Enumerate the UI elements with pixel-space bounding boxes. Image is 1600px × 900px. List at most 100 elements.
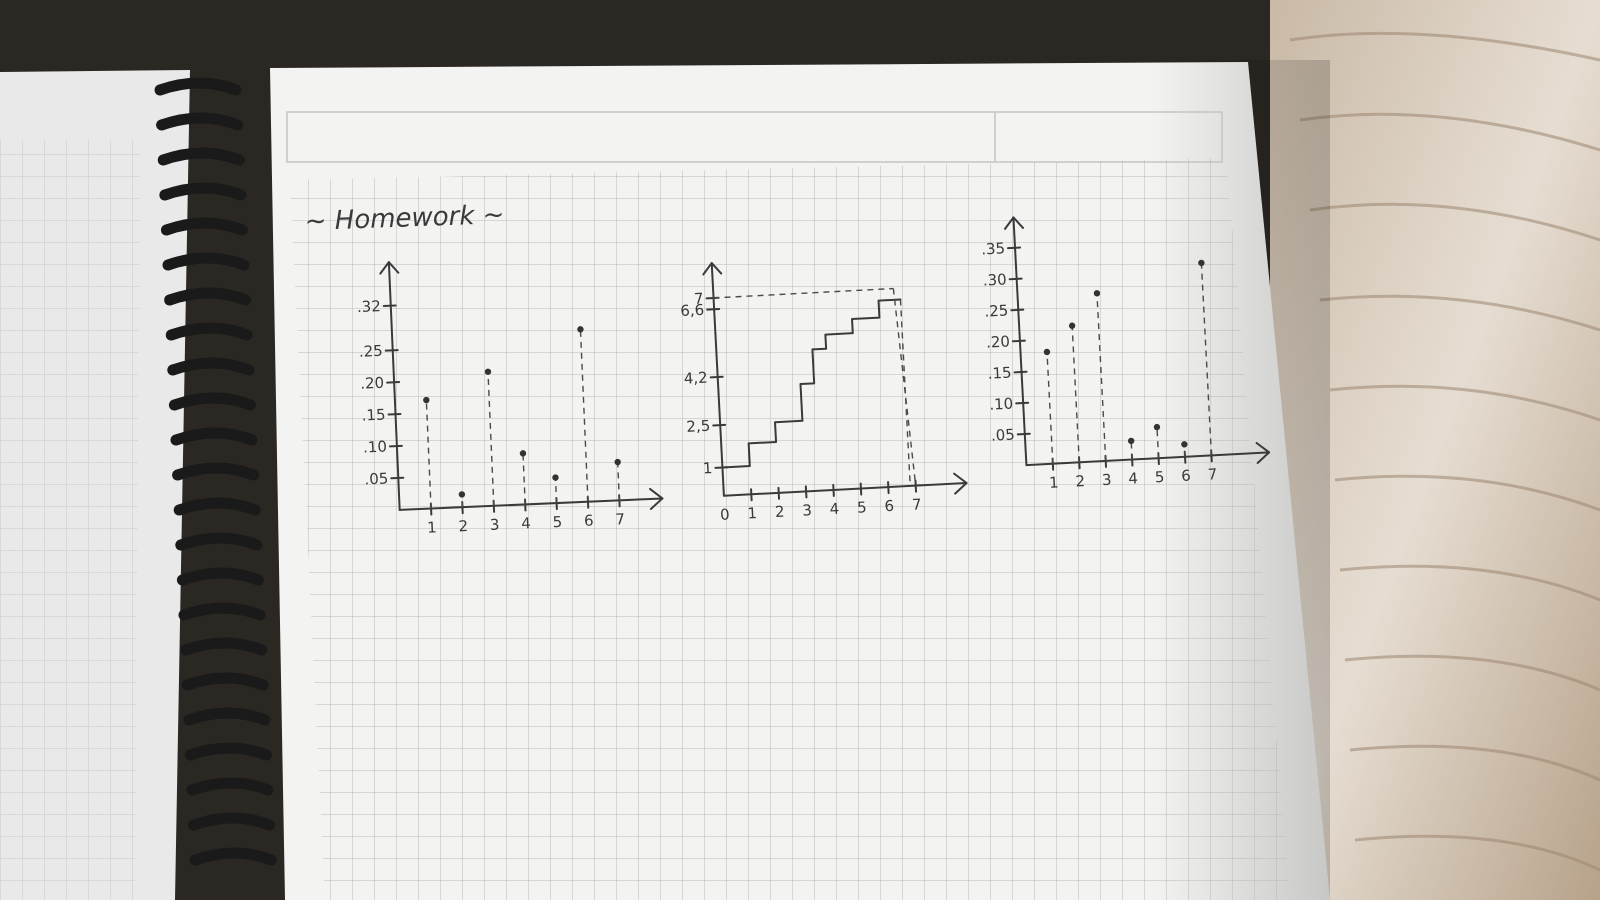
chart1-y-arrow: [379, 261, 400, 275]
spiral-coil: [160, 217, 248, 236]
spiral-coil: [183, 707, 271, 726]
chart3-stem: [1183, 444, 1186, 457]
chart1-point: [484, 368, 492, 375]
chart3-y-tick-label: .25: [984, 301, 1009, 320]
page-grid: [290, 158, 1290, 900]
spiral-coil: [175, 532, 263, 551]
spiral-binding: [154, 77, 277, 866]
chart2-x-tick: [914, 479, 918, 493]
spiral-coil: [176, 567, 264, 586]
chart1-y-axis: [387, 261, 401, 511]
chart1-point: [458, 491, 466, 498]
chart3-y-tick: [1008, 277, 1023, 281]
chart1-y-tick: [386, 381, 401, 384]
chart3-y-tick: [1016, 432, 1031, 436]
spiral-coil: [157, 147, 245, 166]
spiral-coil: [159, 182, 247, 201]
chart3-y-arrow: [1004, 216, 1025, 230]
chart-1-stem-plot: .05 .10 .15 .20 .25 .32 1 2 3 4 5 6 7: [357, 261, 664, 537]
chart-2-step-plot: 12,54,26,670 1 2 3 4 5 6 7: [680, 262, 968, 524]
chart1-y-tick-label: .32: [357, 297, 382, 316]
page-header-box: [286, 111, 1223, 163]
chart3-point: [1068, 322, 1076, 329]
chart1-stem: [522, 453, 526, 505]
spiral-coil: [168, 392, 256, 411]
chart1-point: [423, 396, 430, 404]
spiral-coil: [184, 742, 272, 761]
chart3-y-tick-label: .10: [989, 395, 1014, 414]
chart3-point: [1181, 441, 1188, 448]
chart2-x-tick: [859, 482, 863, 496]
spiral-coil: [167, 357, 255, 376]
chart2-x-tick-label: 2: [774, 503, 784, 521]
chart3-stem: [1046, 351, 1054, 464]
chart1-y-tick: [388, 444, 403, 448]
page-title: ~ Homework ~: [304, 200, 505, 237]
chart2-x-tick-label: 1: [747, 504, 757, 522]
chart1-x-tick-label: 4: [521, 514, 531, 532]
chart2-x-tick-label: 7: [911, 495, 921, 513]
chart1-point: [552, 474, 559, 481]
chart1-stem: [487, 371, 495, 506]
chart1-y-tick: [390, 476, 405, 480]
chart2-step-line: [721, 298, 902, 469]
chart1-point: [519, 450, 527, 457]
chart2-x-tick: [887, 481, 890, 495]
chart2-x-tick: [750, 488, 753, 502]
chart3-point: [1043, 348, 1051, 356]
chart1-x-arrow: [649, 487, 664, 510]
chart1-y-tick-label: .10: [363, 438, 388, 457]
chart1-y-tick-label: .20: [360, 374, 385, 393]
chart2-x-tick: [832, 483, 835, 497]
chart2-x-arrow: [953, 472, 968, 495]
chart3-y-tick-label: .30: [982, 270, 1007, 289]
spiral-coil: [156, 112, 244, 131]
chart2-x-tick-label: 0: [720, 505, 730, 523]
chart2-x-tick: [777, 486, 781, 500]
spiral-coil: [188, 812, 276, 831]
chart3-point: [1153, 423, 1161, 431]
chart2-reference-horizontal: [713, 287, 894, 299]
chart3-point: [1093, 290, 1101, 297]
chart2-x-tick-label: 3: [802, 501, 812, 519]
chart2-reference-vertical: [892, 288, 917, 486]
spiral-coil: [165, 322, 253, 341]
chart2-y-tick: [712, 423, 727, 427]
chart3-point: [1198, 259, 1205, 267]
chart2-x-tick-label: 4: [829, 500, 839, 518]
spiral-coil: [162, 252, 250, 271]
chart3-y-tick-label: .20: [986, 332, 1011, 351]
chart3-stem: [1156, 427, 1160, 459]
left-page-grid: [0, 140, 140, 900]
chart1-y-tick-label: .05: [364, 469, 389, 488]
chart2-x-tick-label: 5: [857, 498, 867, 516]
chart3-x-tick-label: 6: [1181, 466, 1191, 484]
chart2-y-tick: [706, 307, 721, 311]
chart1-x-tick-label: 2: [458, 517, 468, 535]
spiral-coil: [178, 602, 266, 621]
chart2-x-axis: [722, 481, 968, 497]
chart2-y-tick-label: 4,2: [683, 369, 708, 388]
chart1-y-tick-label: .15: [361, 406, 386, 425]
chart3-x-tick-label: 2: [1075, 472, 1085, 490]
chart2-x-tick-label: 6: [884, 497, 894, 515]
chart3-y-tick-label: .35: [981, 239, 1006, 258]
chart1-x-tick-label: 1: [427, 518, 437, 536]
chart1-x-tick-label: 6: [584, 511, 594, 529]
chart1-y-tick: [387, 412, 402, 416]
chart3-y-tick-label: .05: [991, 426, 1016, 445]
spiral-coil: [172, 462, 260, 481]
chart3-y-tick: [1015, 401, 1030, 405]
chart1-point: [577, 326, 584, 333]
spiral-coil: [164, 287, 252, 306]
chart1-stem: [425, 400, 432, 509]
chart1-stem: [461, 494, 464, 508]
wood-grain: [1289, 31, 1600, 872]
chart3-point: [1127, 437, 1135, 445]
spiral-coil: [181, 672, 269, 691]
chart1-x-tick-label: 5: [552, 513, 562, 531]
spiral-coil: [180, 637, 268, 656]
chart1-y-tick-label: .25: [359, 342, 384, 361]
chart2-y-arrow: [702, 262, 723, 276]
